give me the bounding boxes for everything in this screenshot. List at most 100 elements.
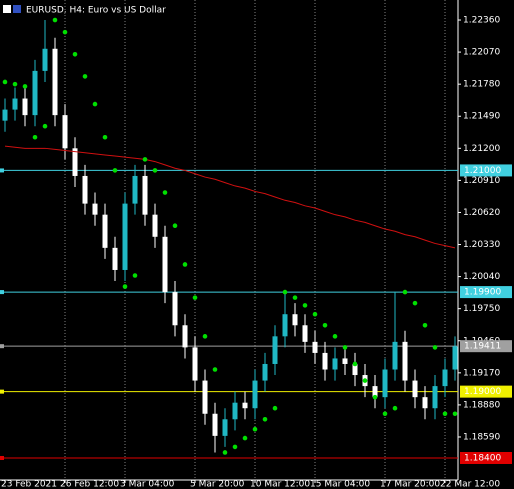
sar-dot — [322, 322, 328, 328]
candle-body — [42, 48, 48, 71]
candle-body — [62, 115, 68, 149]
y-tick-label: 1.22070 — [463, 48, 500, 58]
sar-dot — [162, 190, 168, 195]
candle-body — [332, 358, 338, 370]
sar-dot — [282, 289, 288, 295]
sar-dot — [212, 367, 218, 372]
level-marker — [0, 290, 4, 295]
x-tick-label: 23 Feb 2021 — [1, 480, 57, 489]
sar-dot — [342, 345, 348, 350]
y-tick-label: 1.19750 — [463, 304, 500, 314]
candle-body — [112, 247, 118, 270]
sar-dot — [72, 52, 78, 57]
sar-dot — [362, 378, 368, 383]
sar-dot — [442, 411, 448, 417]
sar-dot — [382, 411, 388, 417]
sar-dot — [232, 444, 238, 450]
candle-body — [162, 236, 168, 293]
sar-dot — [352, 361, 358, 367]
candle-body — [452, 346, 458, 370]
y-tick-label: 1.20620 — [463, 208, 500, 218]
sar-dot — [132, 273, 138, 278]
level-label-box — [460, 164, 512, 177]
sar-dot — [392, 405, 398, 411]
x-tick-label: 5 Mar 20:00 — [190, 480, 245, 489]
candle-body — [312, 341, 318, 353]
level-label: 1.21000 — [464, 166, 501, 176]
y-tick-label: 1.22360 — [463, 16, 500, 26]
candle-body — [22, 98, 28, 116]
sar-dot — [372, 394, 378, 400]
candle-body — [302, 325, 308, 342]
sar-dot — [222, 450, 228, 455]
candle-body — [392, 341, 398, 370]
y-tick-label: 1.20330 — [463, 240, 500, 250]
sar-dot — [262, 416, 268, 422]
candle-body — [202, 380, 208, 414]
candle-body — [192, 347, 198, 381]
sar-dot — [292, 295, 298, 300]
candle-body — [352, 363, 358, 376]
y-tick-label: 1.20910 — [463, 176, 500, 186]
candle-body — [122, 203, 128, 270]
candle-body — [102, 214, 108, 248]
level-label-box — [460, 385, 512, 398]
candle-body — [252, 380, 258, 409]
y-tick-label: 1.21200 — [463, 144, 500, 154]
candle-body — [212, 413, 218, 436]
sar-dot — [202, 334, 208, 339]
candle-body — [382, 369, 388, 398]
candle-body — [432, 386, 438, 409]
candle-body — [82, 175, 88, 204]
candle-body — [412, 380, 418, 398]
sar-dot — [22, 84, 28, 89]
x-tick-label: 26 Feb 12:00 — [60, 480, 119, 489]
sar-dot — [172, 223, 178, 229]
level-marker — [0, 389, 4, 394]
sar-dot — [12, 81, 18, 87]
level-marker — [0, 455, 4, 460]
candle-body — [142, 175, 148, 215]
candle-body — [442, 369, 448, 387]
candle-body — [322, 352, 328, 370]
level-label: 1.19900 — [464, 288, 501, 298]
candle-body — [222, 419, 228, 436]
sar-dot — [432, 345, 438, 350]
candle-body — [402, 341, 408, 381]
y-tick-label: 1.21490 — [463, 112, 500, 122]
level-label: 1.18400 — [464, 453, 501, 463]
symbol-icons — [3, 5, 21, 13]
sar-dot — [272, 405, 278, 411]
sar-dot — [242, 435, 248, 441]
candle-body — [372, 386, 378, 398]
sar-dot — [332, 334, 338, 339]
sar-dot — [412, 300, 418, 306]
sar-dot — [302, 303, 308, 308]
sar-dot — [112, 168, 118, 173]
icon — [13, 5, 21, 13]
level-label-box — [460, 340, 512, 353]
y-tick-label: 1.19170 — [463, 368, 500, 378]
sar-dot — [192, 295, 198, 300]
sar-dot — [92, 101, 98, 107]
candle-body — [12, 98, 18, 110]
candle-body — [262, 363, 268, 381]
sar-dot — [142, 157, 148, 162]
sar-dot — [52, 17, 58, 23]
candle-body — [172, 292, 178, 326]
sar-dot — [182, 262, 188, 267]
sar-dot — [252, 426, 258, 432]
moving-average — [4, 145, 456, 249]
level-label: 1.19000 — [464, 387, 501, 397]
sar-dot — [152, 168, 158, 173]
level-label: 1.19411 — [464, 342, 501, 352]
candle-body — [72, 148, 78, 176]
icon — [3, 5, 11, 13]
y-tick-label: 1.18880 — [463, 400, 500, 410]
level-marker — [0, 344, 4, 349]
sar-dot — [422, 322, 428, 328]
sar-dot — [42, 123, 48, 129]
candle-body — [422, 397, 428, 409]
